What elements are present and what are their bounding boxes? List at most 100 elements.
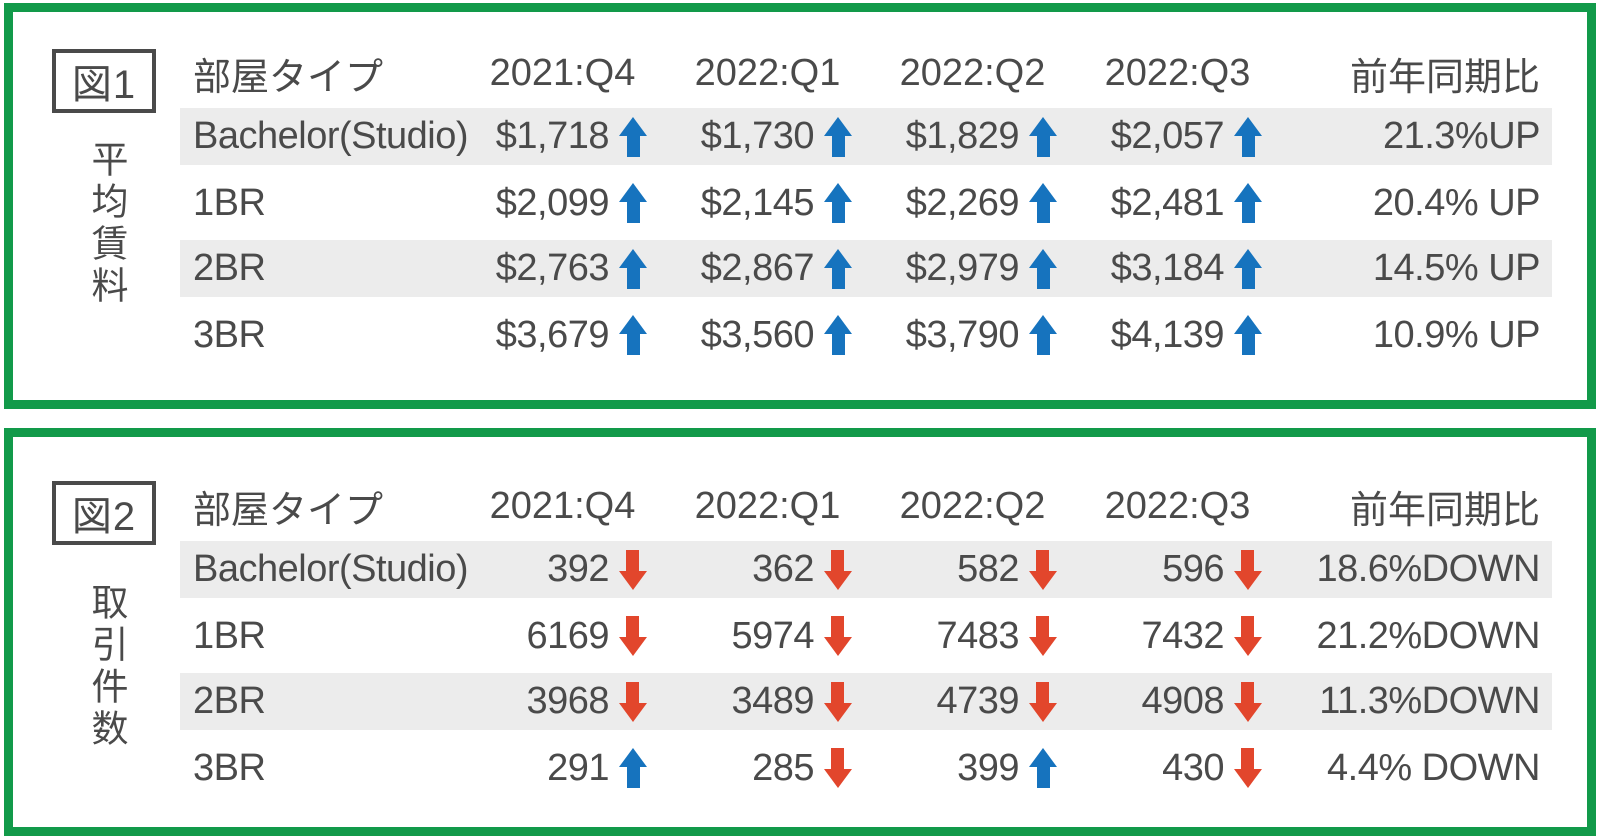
- value: 285: [752, 746, 814, 789]
- value: 7432: [1141, 614, 1224, 657]
- value: $3,679: [495, 313, 610, 356]
- trend-arrow-icon: [1234, 183, 1262, 223]
- column-header-2022q3: 2022:Q3: [1104, 51, 1251, 94]
- table-header-row: 部屋タイプ 2021:Q4 2022:Q1 2022:Q2 2022:Q3 前年…: [180, 475, 1552, 537]
- value-cell: $1,829: [870, 115, 1075, 158]
- trend-arrow-icon: [1029, 183, 1057, 223]
- value-cell: $3,790: [870, 314, 1075, 357]
- value-cell: $2,057: [1075, 115, 1280, 158]
- value: $3,790: [905, 313, 1020, 356]
- value-cell: $2,763: [460, 247, 665, 290]
- value: 5974: [731, 614, 814, 657]
- yoy-cell: 20.4% UP: [1372, 181, 1541, 224]
- trend-arrow-icon: [1234, 748, 1262, 788]
- column-header-2022q3: 2022:Q3: [1104, 484, 1251, 527]
- row-label: 2BR: [193, 247, 266, 289]
- value: $2,099: [495, 181, 610, 224]
- trend-arrow-icon: [824, 748, 852, 788]
- column-header-yoy: 前年同期比: [1349, 56, 1540, 99]
- row-label: 2BR: [193, 680, 266, 722]
- value: $1,718: [495, 115, 610, 157]
- trend-arrow-icon: [619, 183, 647, 223]
- trend-arrow-icon: [1029, 616, 1057, 656]
- value-cell: $4,139: [1075, 314, 1280, 357]
- trend-arrow-icon: [1029, 315, 1057, 355]
- value-cell: 4739: [870, 680, 1075, 723]
- figure2-label-box: 図2: [52, 481, 156, 545]
- trend-arrow-icon: [619, 249, 647, 289]
- trend-arrow-icon: [1029, 249, 1057, 289]
- trend-arrow-icon: [824, 183, 852, 223]
- trend-arrow-icon: [1234, 249, 1262, 289]
- value-cell: 5974: [665, 615, 870, 658]
- value-cell: 392: [460, 548, 665, 591]
- table-row: 1BR 6169 5974 7483 7432 21.2%DOWN: [180, 603, 1552, 669]
- value-cell: 285: [665, 747, 870, 790]
- value: $2,867: [700, 247, 815, 289]
- value-cell: 3489: [665, 680, 870, 723]
- trend-arrow-icon: [619, 616, 647, 656]
- trend-arrow-icon: [824, 682, 852, 722]
- trend-arrow-icon: [824, 249, 852, 289]
- figure2-panel: 図2 取引件数 部屋タイプ 2021:Q4 2022:Q1 2022:Q2 20…: [4, 428, 1596, 836]
- value: 392: [547, 548, 609, 590]
- trend-arrow-icon: [1029, 748, 1057, 788]
- trend-arrow-icon: [824, 117, 852, 157]
- column-header-2022q2: 2022:Q2: [899, 484, 1046, 527]
- trend-arrow-icon: [619, 315, 647, 355]
- trend-arrow-icon: [824, 550, 852, 590]
- figure2-label: 図2: [71, 495, 137, 539]
- trend-arrow-icon: [1029, 682, 1057, 722]
- value-cell: 6169: [460, 615, 665, 658]
- value: $1,730: [700, 115, 815, 157]
- figure1-label: 図1: [71, 63, 137, 107]
- yoy-cell: 11.3%DOWN: [1319, 680, 1540, 722]
- column-header-yoy: 前年同期比: [1349, 489, 1540, 532]
- trend-arrow-icon: [1029, 117, 1057, 157]
- value-cell: 7432: [1075, 615, 1280, 658]
- row-label: 1BR: [193, 614, 266, 657]
- trend-arrow-icon: [1234, 682, 1262, 722]
- column-header-room-type: 部屋タイプ: [193, 56, 384, 99]
- table-row: 3BR 291 285 399 430 4.4% DOWN: [180, 735, 1552, 801]
- trend-arrow-icon: [1234, 616, 1262, 656]
- value-cell: 430: [1075, 747, 1280, 790]
- rent-table: 部屋タイプ 2021:Q4 2022:Q1 2022:Q2 2022:Q3 前年…: [180, 42, 1552, 368]
- table-row: 2BR 3968 3489 4739 4908 11.3%DOWN: [180, 669, 1552, 735]
- trend-arrow-icon: [619, 117, 647, 157]
- value: $2,057: [1110, 115, 1225, 157]
- value-cell: 399: [870, 747, 1075, 790]
- value-cell: $3,184: [1075, 247, 1280, 290]
- yoy-cell: 4.4% DOWN: [1327, 746, 1540, 789]
- row-label: Bachelor(Studio): [193, 115, 469, 157]
- value: $2,145: [700, 181, 815, 224]
- row-label: 3BR: [193, 746, 266, 789]
- column-header-2022q1: 2022:Q1: [694, 484, 841, 527]
- value-cell: 582: [870, 548, 1075, 591]
- column-header-room-type: 部屋タイプ: [193, 489, 384, 532]
- value-cell: $1,718: [460, 115, 665, 158]
- value: $2,481: [1110, 181, 1225, 224]
- yoy-cell: 10.9% UP: [1372, 313, 1541, 356]
- value-cell: 4908: [1075, 680, 1280, 723]
- yoy-cell: 14.5% UP: [1372, 247, 1541, 289]
- value-cell: $3,679: [460, 314, 665, 357]
- value-cell: $2,481: [1075, 182, 1280, 225]
- yoy-cell: 21.2%DOWN: [1316, 614, 1540, 657]
- value-cell: 291: [460, 747, 665, 790]
- yoy-cell: 18.6%DOWN: [1316, 548, 1540, 590]
- value: 596: [1162, 548, 1224, 590]
- value-cell: $2,269: [870, 182, 1075, 225]
- trend-arrow-icon: [619, 550, 647, 590]
- row-label: 3BR: [193, 313, 266, 356]
- value-cell: $1,730: [665, 115, 870, 158]
- value: $3,560: [700, 313, 815, 356]
- trend-arrow-icon: [1234, 117, 1262, 157]
- transactions-table: 部屋タイプ 2021:Q4 2022:Q1 2022:Q2 2022:Q3 前年…: [180, 475, 1552, 801]
- value-cell: 362: [665, 548, 870, 591]
- trend-arrow-icon: [1029, 550, 1057, 590]
- table-row: 1BR $2,099 $2,145 $2,269 $2,481 20.4% UP: [180, 170, 1552, 236]
- value: $3,184: [1110, 247, 1225, 289]
- value-cell: $2,867: [665, 247, 870, 290]
